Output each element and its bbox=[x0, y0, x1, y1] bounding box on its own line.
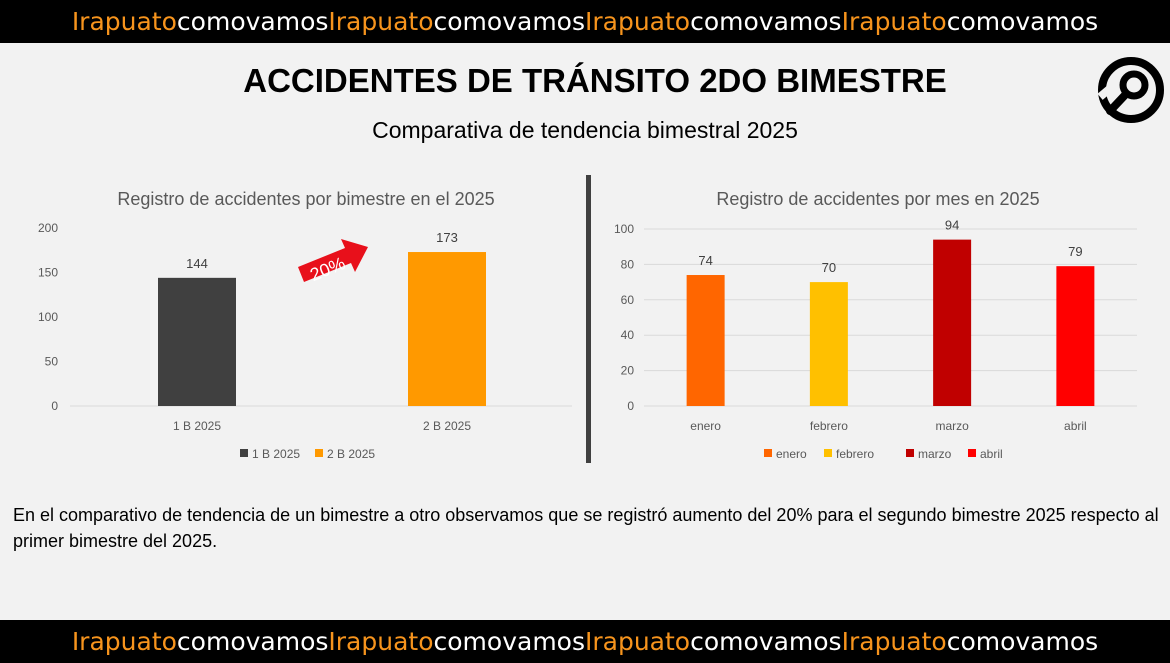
top-banner: Irapuato comovamos Irapuato comovamos Irapua… bbox=[0, 0, 1170, 43]
y-tick-label: 20 bbox=[621, 364, 635, 378]
banner-word: comovamos bbox=[946, 627, 1099, 656]
y-tick-label: 100 bbox=[38, 310, 58, 324]
bar-data-label: 173 bbox=[436, 230, 458, 245]
bar-marzo bbox=[933, 239, 972, 406]
page-title: ACCIDENTES DE TRÁNSITO 2DO BIMESTRE bbox=[243, 62, 947, 99]
legend-swatch bbox=[240, 449, 248, 457]
legend-label: abril bbox=[980, 447, 1003, 461]
bar-1-b-2025 bbox=[158, 277, 236, 406]
y-tick-label: 100 bbox=[614, 222, 634, 236]
bar-enero bbox=[686, 275, 725, 406]
chart-divider bbox=[586, 175, 591, 463]
y-tick-label: 50 bbox=[45, 355, 59, 369]
chart-title: Registro de accidentes por mes en 2025 bbox=[716, 189, 1039, 209]
monthly-bar-chart: Registro de accidentes por mes en 2025 0… bbox=[614, 189, 1137, 461]
legend-label: 2 B 2025 bbox=[327, 447, 375, 461]
banner-word: Irapuato bbox=[328, 7, 434, 36]
legend-swatch bbox=[906, 449, 914, 457]
legend-swatch bbox=[315, 449, 323, 457]
banner-word: Irapuato bbox=[71, 7, 177, 36]
banner-word: Irapuato bbox=[71, 627, 177, 656]
legend-swatch bbox=[968, 449, 976, 457]
banner-word: comovamos bbox=[946, 7, 1099, 36]
legend-swatch bbox=[764, 449, 772, 457]
x-tick-label: 2 B 2025 bbox=[423, 419, 471, 433]
banner-word: Irapuato bbox=[585, 7, 691, 36]
y-tick-label: 150 bbox=[38, 266, 58, 280]
banner-word: Irapuato bbox=[841, 7, 947, 36]
increase-percent-label: 20% bbox=[307, 253, 348, 285]
page-subtitle: Comparativa de tendencia bimestral 2025 bbox=[372, 117, 798, 143]
banner-word: Irapuato bbox=[841, 627, 947, 656]
y-tick-label: 0 bbox=[51, 399, 58, 413]
y-tick-label: 60 bbox=[621, 293, 635, 307]
banner-word: comovamos bbox=[433, 7, 585, 36]
banner-word: comovamos bbox=[690, 7, 842, 36]
increase-arrow-annotation: 20% bbox=[298, 239, 368, 285]
x-tick-label: abril bbox=[1064, 419, 1087, 433]
legend-label: febrero bbox=[836, 447, 874, 461]
bar-data-label: 70 bbox=[822, 260, 836, 275]
bar-data-label: 79 bbox=[1068, 244, 1082, 259]
banner-word: comovamos bbox=[176, 7, 329, 36]
bar-data-label: 144 bbox=[186, 256, 208, 271]
bar-abril bbox=[1056, 266, 1095, 406]
bimestre-bar-chart: Registro de accidentes por bimestre en e… bbox=[38, 189, 572, 461]
x-tick-label: 1 B 2025 bbox=[173, 419, 221, 433]
x-tick-label: febrero bbox=[810, 419, 848, 433]
bottom-banner: Irapuato comovamos Irapuato comovamos Irapua… bbox=[0, 620, 1170, 663]
y-tick-label: 40 bbox=[621, 328, 635, 342]
bar-data-label: 94 bbox=[945, 218, 959, 233]
banner-word: Irapuato bbox=[585, 627, 691, 656]
summary-paragraph: En el comparativo de tendencia de un bim… bbox=[13, 505, 1159, 551]
banner-word: comovamos bbox=[433, 627, 585, 656]
banner-word: comovamos bbox=[176, 627, 329, 656]
legend-label: 1 B 2025 bbox=[252, 447, 300, 461]
chart-title: Registro de accidentes por bimestre en e… bbox=[117, 189, 494, 209]
bar-2-b-2025 bbox=[408, 252, 486, 406]
bar-data-label: 74 bbox=[698, 253, 712, 268]
search-circle-logo-icon bbox=[1097, 57, 1164, 123]
y-tick-label: 0 bbox=[627, 399, 634, 413]
y-tick-label: 80 bbox=[621, 257, 635, 271]
banner-word: comovamos bbox=[690, 627, 842, 656]
y-tick-label: 200 bbox=[38, 221, 58, 235]
x-tick-label: enero bbox=[690, 419, 721, 433]
bar-febrero bbox=[809, 282, 848, 406]
banner-word: Irapuato bbox=[328, 627, 434, 656]
legend-swatch bbox=[824, 449, 832, 457]
legend-label: enero bbox=[776, 447, 807, 461]
legend-label: marzo bbox=[918, 447, 952, 461]
x-tick-label: marzo bbox=[935, 419, 969, 433]
